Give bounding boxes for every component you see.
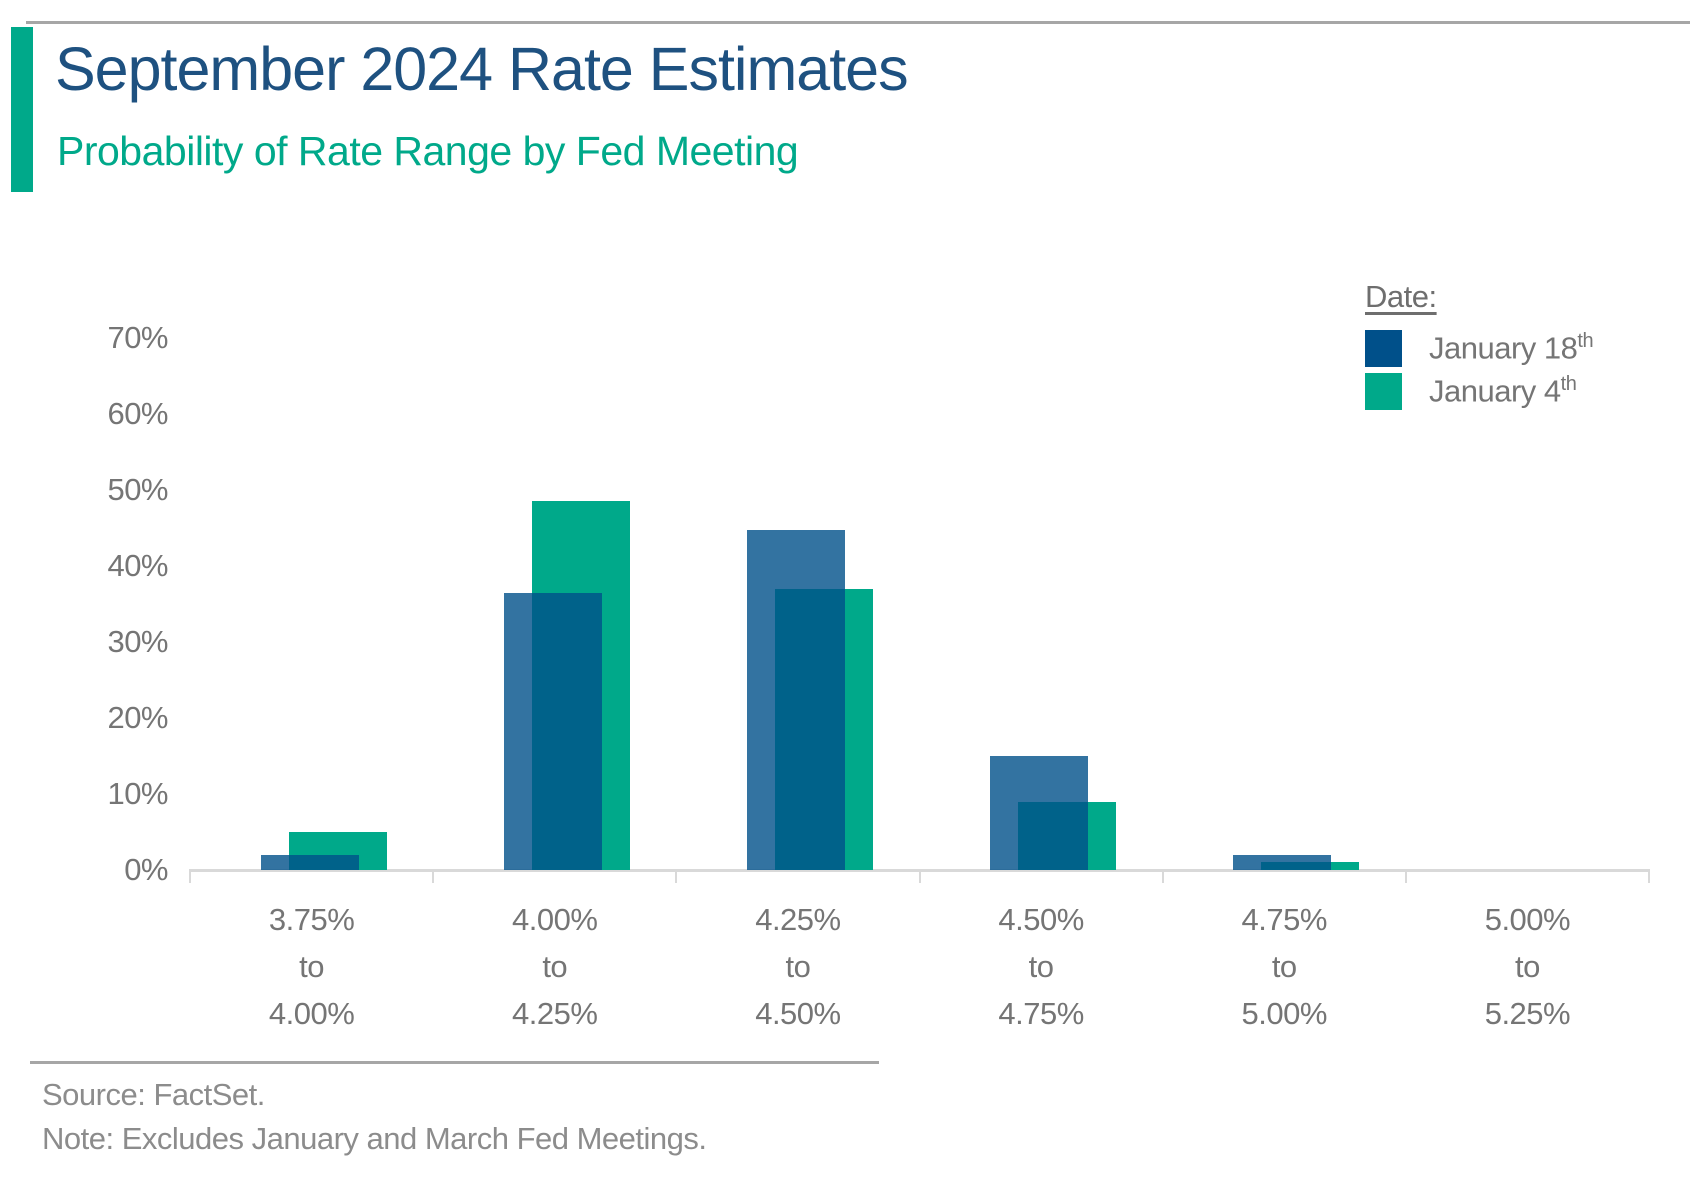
- bar-jan18-0: [260, 854, 359, 870]
- x-axis-label: 3.75% to 4.00%: [268, 902, 355, 1031]
- y-axis-label: 20%: [107, 700, 168, 735]
- x-axis-label: 4.75% to 5.00%: [1241, 902, 1328, 1031]
- legend-swatch-jan18: [1365, 330, 1402, 367]
- y-axis-label: 0%: [124, 852, 168, 887]
- bar-jan18-4: [1233, 854, 1332, 870]
- x-axis-label: 4.00% to 4.25%: [512, 902, 598, 1031]
- chart-legend: Date: January 18th January 4th: [1365, 279, 1594, 416]
- legend-swatch-jan4: [1365, 373, 1402, 410]
- source-note: Source: FactSet.: [42, 1077, 265, 1112]
- legend-heading: Date:: [1365, 279, 1437, 314]
- legend-label-jan4: January 4th: [1429, 373, 1577, 409]
- x-axis-label: 4.25% to 4.50%: [755, 902, 841, 1031]
- x-axis-tick: [675, 870, 678, 883]
- x-axis-tick: [1404, 870, 1407, 883]
- legend-label-jan4-text: January 4: [1429, 373, 1561, 409]
- y-axis-label: 60%: [107, 396, 168, 431]
- top-divider-line: [26, 21, 1690, 24]
- y-axis-label: 10%: [107, 776, 168, 811]
- bar-jan18-3: [990, 756, 1089, 870]
- x-axis-tick: [1648, 870, 1650, 883]
- legend-label-jan18-sup: th: [1577, 330, 1594, 353]
- exclusion-note: Note: Excludes January and March Fed Mee…: [42, 1121, 707, 1156]
- y-axis-label: 50%: [107, 472, 168, 507]
- legend-label-jan18-text: January 18: [1429, 330, 1578, 366]
- x-axis-tick: [918, 870, 921, 883]
- title-accent-bar: [11, 27, 33, 192]
- x-axis-tick: [189, 870, 191, 883]
- legend-label-jan4-sup: th: [1560, 373, 1577, 396]
- x-axis-tick: [432, 870, 435, 883]
- page-subtitle: Probability of Rate Range by Fed Meeting: [57, 128, 799, 174]
- x-axis-label: 4.50% to 4.75%: [998, 902, 1084, 1031]
- page-title: September 2024 Rate Estimates: [55, 35, 909, 103]
- y-axis-label: 40%: [107, 548, 168, 583]
- legend-label-jan18: January 18th: [1429, 330, 1594, 366]
- bar-jan18-1: [503, 592, 602, 870]
- x-axis-label: 5.00% to 5.25%: [1484, 902, 1571, 1031]
- y-axis-label: 70%: [107, 320, 168, 355]
- legend-item-jan18: January 18th: [1365, 330, 1594, 367]
- x-axis-tick: [1161, 870, 1164, 883]
- y-axis-label: 30%: [107, 624, 168, 659]
- legend-item-jan4: January 4th: [1365, 373, 1593, 410]
- bar-jan18-2: [746, 530, 845, 870]
- footer-divider-line: [30, 1061, 879, 1064]
